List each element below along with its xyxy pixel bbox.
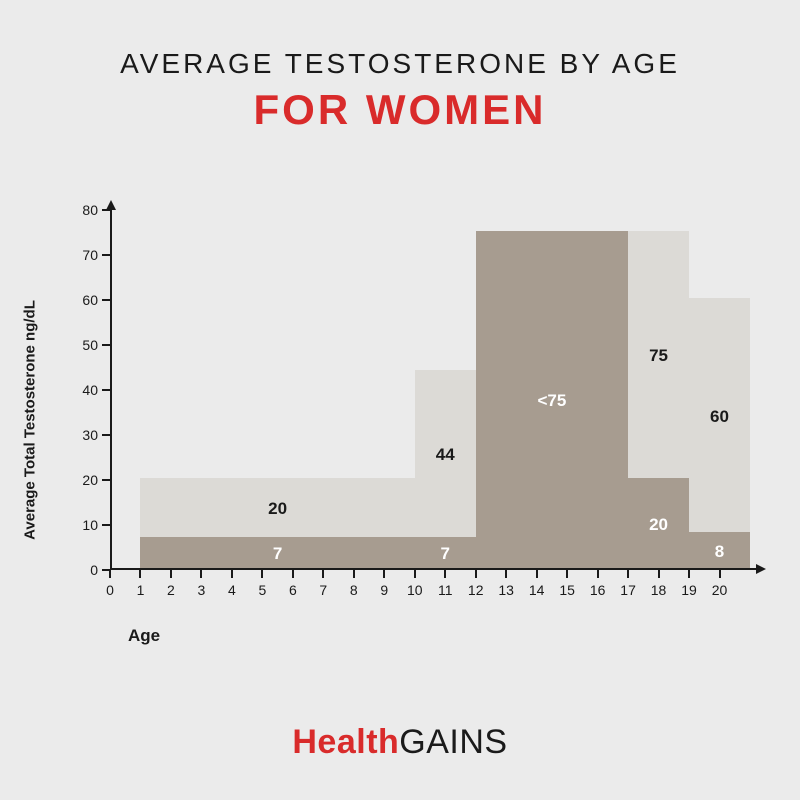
y-tick-label: 50	[82, 337, 110, 353]
value-label-low: <75	[537, 391, 566, 411]
x-tick-label: 14	[529, 570, 545, 598]
chart-title-block: AVERAGE TESTOSTERONE BY AGE FOR WOMEN	[0, 0, 800, 134]
x-tick-label: 1	[137, 570, 145, 598]
x-axis-label: Age	[128, 626, 160, 646]
x-tick-label: 10	[407, 570, 423, 598]
x-tick-label: 4	[228, 570, 236, 598]
y-tick-label: 80	[82, 202, 110, 218]
logo-part-2: GAINS	[399, 723, 507, 761]
value-label-high: 75	[649, 346, 668, 366]
x-tick-label: 16	[590, 570, 606, 598]
x-tick-label: 2	[167, 570, 175, 598]
x-tick-label: 0	[106, 570, 114, 598]
x-tick-label: 11	[438, 570, 453, 598]
x-axis-arrow-icon	[756, 564, 766, 574]
y-tick-label: 10	[82, 517, 110, 533]
x-tick-label: 9	[380, 570, 388, 598]
bar-high	[689, 298, 750, 568]
x-tick-label: 17	[620, 570, 636, 598]
x-tick-label: 6	[289, 570, 297, 598]
y-tick-label: 60	[82, 292, 110, 308]
x-tick-label: 15	[559, 570, 575, 598]
value-label-low: 20	[649, 515, 668, 535]
x-tick-label: 8	[350, 570, 358, 598]
y-axis-line	[110, 210, 112, 570]
x-tick-label: 3	[198, 570, 206, 598]
y-tick-label: 30	[82, 427, 110, 443]
value-label-low: 7	[273, 544, 282, 564]
plot-area: 0102030405060708001234567891011121314151…	[110, 210, 750, 570]
x-tick-label: 12	[468, 570, 484, 598]
x-tick-label: 20	[712, 570, 728, 598]
y-tick-label: 40	[82, 382, 110, 398]
x-tick-label: 19	[681, 570, 697, 598]
y-axis-label: Average Total Testosterone ng/dL	[22, 300, 39, 540]
chart-container: Average Total Testosterone ng/dL Age 010…	[48, 200, 758, 640]
y-tick-label: 70	[82, 247, 110, 263]
value-label-high: 60	[710, 407, 729, 427]
brand-logo: HealthGAINS	[292, 723, 507, 762]
y-tick-label: 20	[82, 472, 110, 488]
title-line-1: AVERAGE TESTOSTERONE BY AGE	[0, 48, 800, 80]
x-tick-label: 7	[319, 570, 327, 598]
value-label-low: 8	[715, 542, 724, 562]
x-tick-label: 5	[258, 570, 266, 598]
logo-part-1: Health	[292, 723, 399, 761]
x-tick-label: 13	[498, 570, 514, 598]
value-label-high: 20	[268, 499, 287, 519]
x-tick-label: 18	[651, 570, 667, 598]
value-label-low: 7	[441, 544, 450, 564]
title-line-2: FOR WOMEN	[0, 86, 800, 134]
value-label-high: 44	[436, 445, 455, 465]
